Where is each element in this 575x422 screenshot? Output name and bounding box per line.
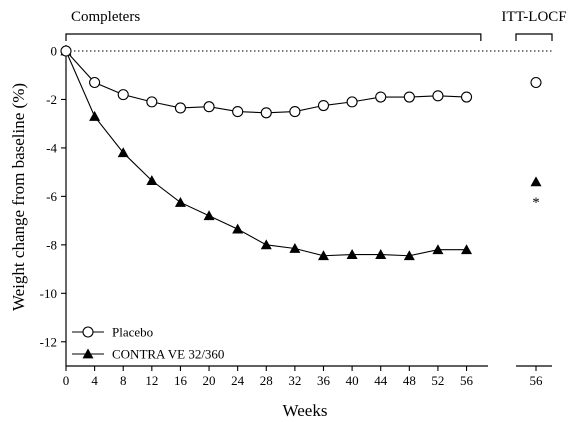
placebo-point (203, 101, 215, 113)
x-tick-label: 56 (460, 373, 474, 388)
legend-label-0: Placebo (112, 325, 153, 340)
y-axis-title: Weight change from baseline (%) (9, 83, 28, 311)
y-tick-label: -8 (46, 237, 57, 252)
completers-bracket (65, 33, 482, 41)
placebo-point (460, 91, 473, 103)
placebo-point (289, 106, 301, 118)
contrave-point (117, 147, 129, 158)
placebo-point (432, 90, 444, 102)
significance-annotation: * (532, 195, 540, 211)
placebo-itt-point (530, 76, 542, 89)
y-tick-label: -6 (46, 189, 57, 204)
placebo-point (317, 99, 330, 112)
y-tick-label: -12 (40, 334, 57, 349)
contrave-point (317, 250, 329, 261)
x-tick-label: 20 (203, 373, 216, 388)
contrave-point (375, 249, 387, 259)
completers-label: Completers (71, 9, 140, 25)
contrave-point (232, 223, 244, 234)
itt-x-tick-label: 56 (530, 373, 544, 388)
y-tick-label: -2 (46, 92, 57, 107)
contrave-point (146, 175, 158, 186)
chart-labels: Weight change from baseline (%) Weeks Co… (9, 9, 567, 420)
itt-locf-label: ITT-LOCF (501, 9, 566, 25)
placebo-point (174, 102, 186, 114)
placebo-point (146, 96, 158, 108)
x-tick-label: 16 (174, 373, 188, 388)
itt-locf-bracket (515, 33, 553, 41)
placebo-point (260, 107, 272, 119)
legend-marker-contrave (82, 348, 94, 359)
x-axis-title: Weeks (283, 401, 328, 420)
contrave-point (260, 239, 272, 250)
x-tick-label: 44 (374, 373, 388, 388)
contrave-point (89, 110, 101, 121)
itt-locf-panel: 56 * (516, 76, 552, 388)
contrave-point (203, 210, 215, 221)
legend-label-1: CONTRA VE 32/360 (112, 347, 224, 362)
contrave-point (461, 244, 473, 255)
placebo-point (60, 45, 72, 57)
plot-area: 0-2-4-6-8-10-120 4 8 12 16 20 24 28 32 36 40 44 48 52… (40, 44, 552, 388)
x-tick-label: 28 (260, 373, 273, 388)
contrave-itt-point (530, 176, 542, 187)
x-tick-label: 36 (317, 373, 331, 388)
contrave-point (289, 242, 301, 253)
placebo-point (375, 91, 387, 103)
x-tick-label: 32 (288, 373, 301, 388)
placebo-point (117, 89, 129, 101)
x-tick-label: 12 (145, 373, 158, 388)
placebo-point (232, 106, 244, 118)
x-tick-label: 4 (91, 373, 98, 388)
y-tick-label: 0 (51, 44, 58, 59)
x-tick-label: 48 (403, 373, 416, 388)
contrave-point (432, 244, 444, 255)
x-tick-label: 8 (120, 373, 127, 388)
series-line-0 (65, 50, 467, 114)
x-tick-label: 52 (431, 373, 444, 388)
x-tick-label: 24 (231, 373, 245, 388)
placebo-point (403, 91, 415, 103)
x-tick-label: 0 (63, 373, 70, 388)
contrave-point (346, 249, 358, 259)
legend: Placebo CONTRA VE 32/360 (72, 325, 224, 362)
placebo-point (89, 76, 101, 89)
y-tick-label: -4 (46, 140, 57, 155)
legend-marker-placebo (82, 326, 94, 338)
contrave-point (174, 196, 186, 207)
contrave-point (403, 250, 415, 261)
x-tick-label: 40 (346, 373, 359, 388)
placebo-point (346, 96, 358, 108)
y-tick-label: -10 (40, 286, 57, 301)
